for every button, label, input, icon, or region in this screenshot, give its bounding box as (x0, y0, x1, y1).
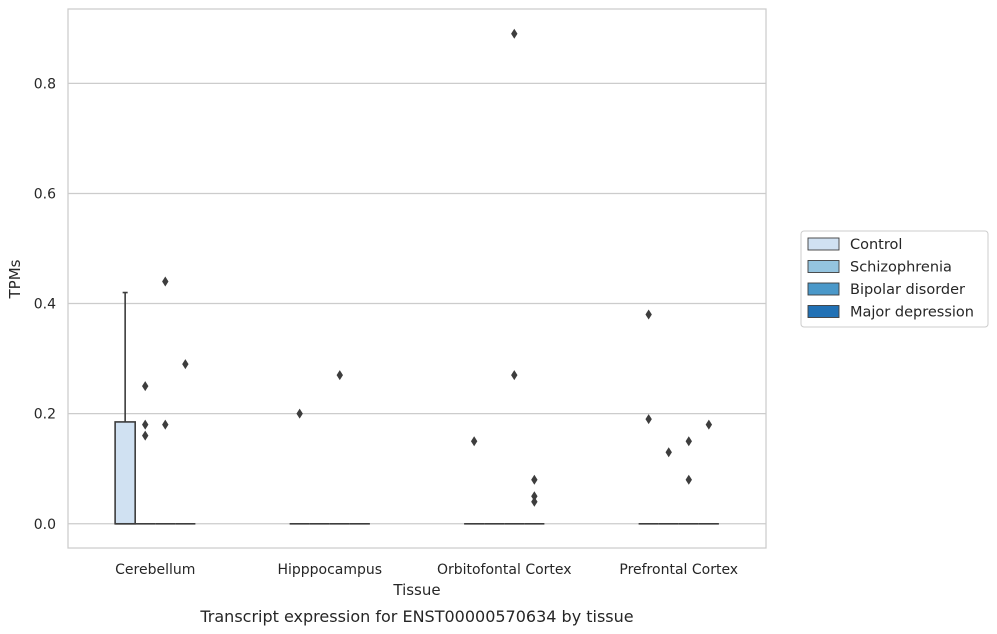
y-tick-label: 0.2 (34, 407, 56, 423)
chart-caption: Transcript expression for ENST0000057063… (199, 607, 633, 626)
outlier-point (685, 436, 692, 447)
outlier-point (531, 474, 538, 485)
legend-label: Major depression (850, 305, 974, 321)
outlier-point (511, 370, 518, 381)
outlier-points (142, 28, 713, 507)
outlier-point (296, 408, 303, 419)
outlier-point (531, 491, 538, 502)
legend-swatch (807, 237, 840, 251)
legend: Control Schizophrenia Bipolar disorder Majo… (800, 230, 989, 328)
y-tick-labels: 0.0 0.2 0.4 0.6 0.8 (34, 76, 56, 532)
outlier-point (511, 28, 518, 39)
outlier-point (336, 370, 343, 381)
legend-label: Control (850, 237, 902, 253)
outlier-point (142, 381, 149, 392)
y-axis-label: TPMs (6, 259, 24, 299)
outlier-point (705, 419, 713, 430)
x-tick-label: Hipppocampus (277, 562, 382, 578)
grid-lines (68, 82, 766, 525)
outlier-point (531, 496, 538, 507)
outlier-point (685, 474, 692, 485)
legend-swatch (807, 305, 840, 318)
x-axis-label: Tissue (392, 581, 440, 599)
outlier-point (162, 419, 169, 430)
x-tick-label: Orbitofontal Cortex (437, 562, 572, 578)
x-tick-label: Cerebellum (115, 562, 195, 578)
y-tick-label: 0.0 (34, 517, 56, 533)
legend-label: Bipolar disorder (850, 282, 965, 298)
box-elements (114, 291, 719, 525)
legend-label: Schizophrenia (850, 260, 952, 276)
outlier-point (182, 359, 189, 370)
x-tick-labels: Cerebellum Hipppocampus Orbitofontal Corte… (115, 562, 738, 578)
y-tick-label: 0.4 (34, 297, 56, 313)
x-tick-label: Prefrontal Cortex (619, 562, 738, 578)
legend-frame (800, 230, 989, 328)
y-tick-label: 0.6 (34, 186, 56, 202)
outlier-point (142, 419, 149, 430)
outlier-point (162, 276, 169, 287)
outlier-point (470, 436, 478, 447)
box-body (114, 421, 136, 525)
legend-swatch (807, 260, 840, 273)
y-tick-label: 0.8 (34, 76, 56, 92)
legend-swatch (807, 282, 840, 296)
outlier-point (142, 430, 149, 441)
outlier-point (645, 309, 652, 320)
outlier-point (665, 447, 672, 458)
plot-frame (67, 8, 767, 549)
outlier-point (645, 414, 652, 425)
